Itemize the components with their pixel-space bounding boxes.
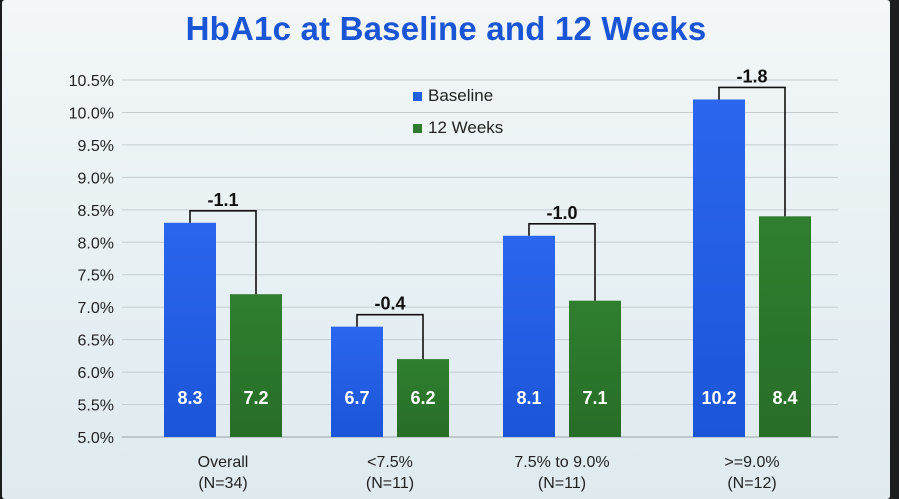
y-tick-label: 6.5% — [78, 333, 114, 350]
category-label: Overall — [198, 454, 249, 471]
data-label-baseline: 10.2 — [701, 388, 736, 408]
data-label-12-weeks: 8.4 — [772, 388, 797, 408]
bar-12-weeks — [397, 359, 449, 437]
bar-12-weeks — [569, 300, 621, 437]
difference-bracket — [528, 222, 596, 301]
data-label-12-weeks: 7.1 — [582, 388, 607, 408]
y-tick-label: 7.0% — [78, 300, 114, 317]
bar-12-weeks — [230, 294, 282, 437]
data-label-baseline: 6.7 — [344, 388, 369, 408]
data-label-baseline: 8.1 — [516, 388, 541, 408]
y-tick-label: 7.5% — [78, 268, 114, 285]
y-tick-label: 9.0% — [78, 170, 114, 187]
category-sublabel: (N=34) — [198, 475, 247, 492]
bar-baseline — [693, 99, 745, 438]
difference-bracket — [356, 313, 424, 360]
y-tick-label: 5.5% — [78, 398, 114, 415]
chart-title: HbA1c at Baseline and 12 Weeks — [185, 10, 707, 47]
difference-label: -1.8 — [736, 66, 767, 86]
bar-baseline — [331, 326, 383, 437]
legend-swatch-baseline — [413, 92, 422, 101]
data-label-baseline: 8.3 — [177, 388, 202, 408]
category-sublabel: (N=12) — [727, 475, 776, 492]
y-tick-label: 5.0% — [78, 430, 114, 447]
category-label: <7.5% — [367, 454, 413, 471]
y-tick-label: 8.5% — [78, 203, 114, 220]
category-sublabel: (N=11) — [538, 475, 586, 492]
difference-bracket — [189, 210, 257, 295]
bar-baseline — [503, 235, 555, 437]
legend-label-12-weeks: 12 Weeks — [428, 118, 503, 137]
data-label-12-weeks: 7.2 — [243, 388, 268, 408]
difference-label: -1.0 — [546, 203, 577, 223]
difference-label: -1.1 — [207, 190, 238, 210]
difference-bracket — [718, 86, 786, 217]
y-tick-label: 6.0% — [78, 365, 114, 382]
category-label: 7.5% to 9.0% — [514, 454, 609, 471]
y-tick-label: 8.0% — [78, 235, 114, 252]
category-sublabel: (N=11) — [366, 475, 414, 492]
category-label: >=9.0% — [724, 454, 779, 471]
legend-swatch-12-weeks — [413, 124, 422, 133]
difference-label: -0.4 — [374, 294, 405, 314]
y-tick-label: 10.0% — [69, 105, 114, 122]
data-label-12-weeks: 6.2 — [410, 388, 435, 408]
y-tick-label: 9.5% — [78, 138, 114, 155]
bar-12-weeks — [759, 216, 811, 437]
y-tick-label: 10.5% — [69, 73, 114, 90]
legend-label-baseline: Baseline — [428, 86, 493, 105]
bar-baseline — [164, 222, 216, 437]
